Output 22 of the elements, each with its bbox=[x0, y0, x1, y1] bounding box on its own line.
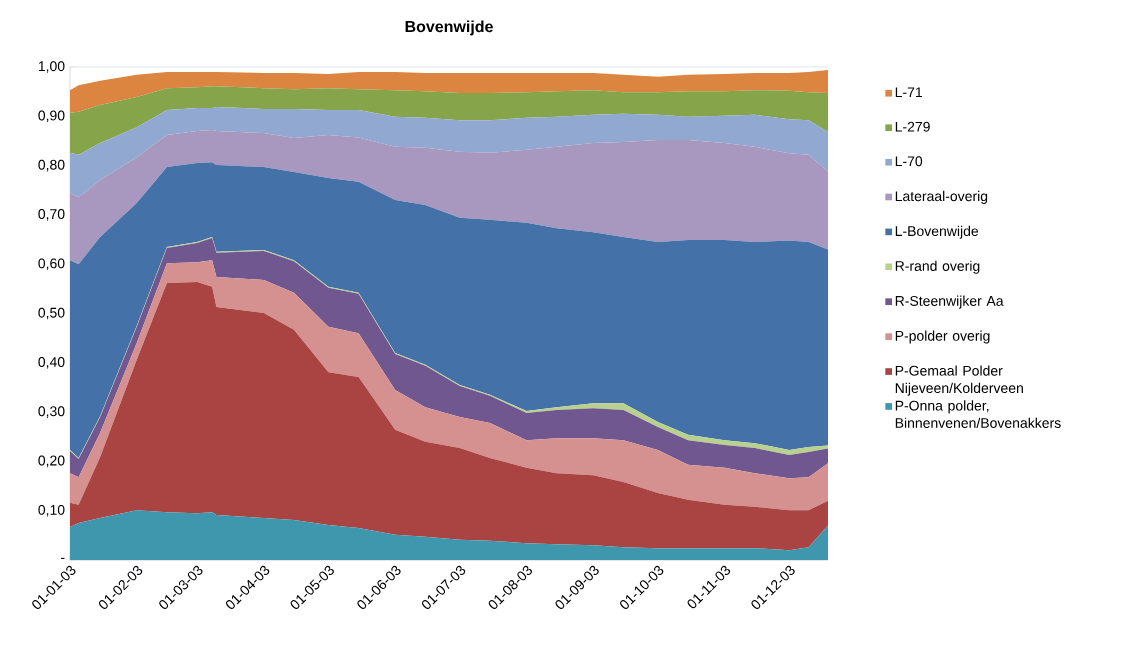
y-tick-label: 0,10 bbox=[38, 504, 65, 517]
legend-label: Lateraal-overig bbox=[895, 190, 988, 204]
y-tick-label: 0,90 bbox=[38, 110, 65, 123]
y-tick-label: 0,60 bbox=[38, 258, 65, 270]
y-tick-label: 0,30 bbox=[38, 406, 65, 418]
legend-label: P-polder overig bbox=[895, 330, 990, 344]
y-tick-label: 0,50 bbox=[38, 307, 65, 320]
y-tick-label: 0,70 bbox=[38, 209, 65, 221]
legend-label: P-Gemaal Polder Nijeveen/Kolderveen bbox=[895, 365, 1023, 396]
y-tick-label: 0,40 bbox=[38, 357, 65, 369]
y-tick-label: 0,20 bbox=[38, 455, 65, 468]
legend-label: R-rand overig bbox=[895, 260, 980, 274]
legend-label: L-71 bbox=[895, 87, 922, 98]
legend-label: R-Steenwijker Aa bbox=[895, 295, 1004, 309]
y-tick-label: 1,00 bbox=[38, 61, 65, 73]
legend-label: P-Onna polder, Binnenvenen/Bovenakkers bbox=[895, 400, 1061, 428]
legend-label: L-Bovenwijde bbox=[895, 225, 979, 239]
y-tick-label: 0,80 bbox=[38, 159, 65, 172]
chart-title: Bovenwijde bbox=[405, 20, 493, 36]
legend-label: L-70 bbox=[895, 156, 923, 167]
y-tick-label: - bbox=[61, 557, 65, 559]
legend-label: L-279 bbox=[895, 121, 930, 132]
